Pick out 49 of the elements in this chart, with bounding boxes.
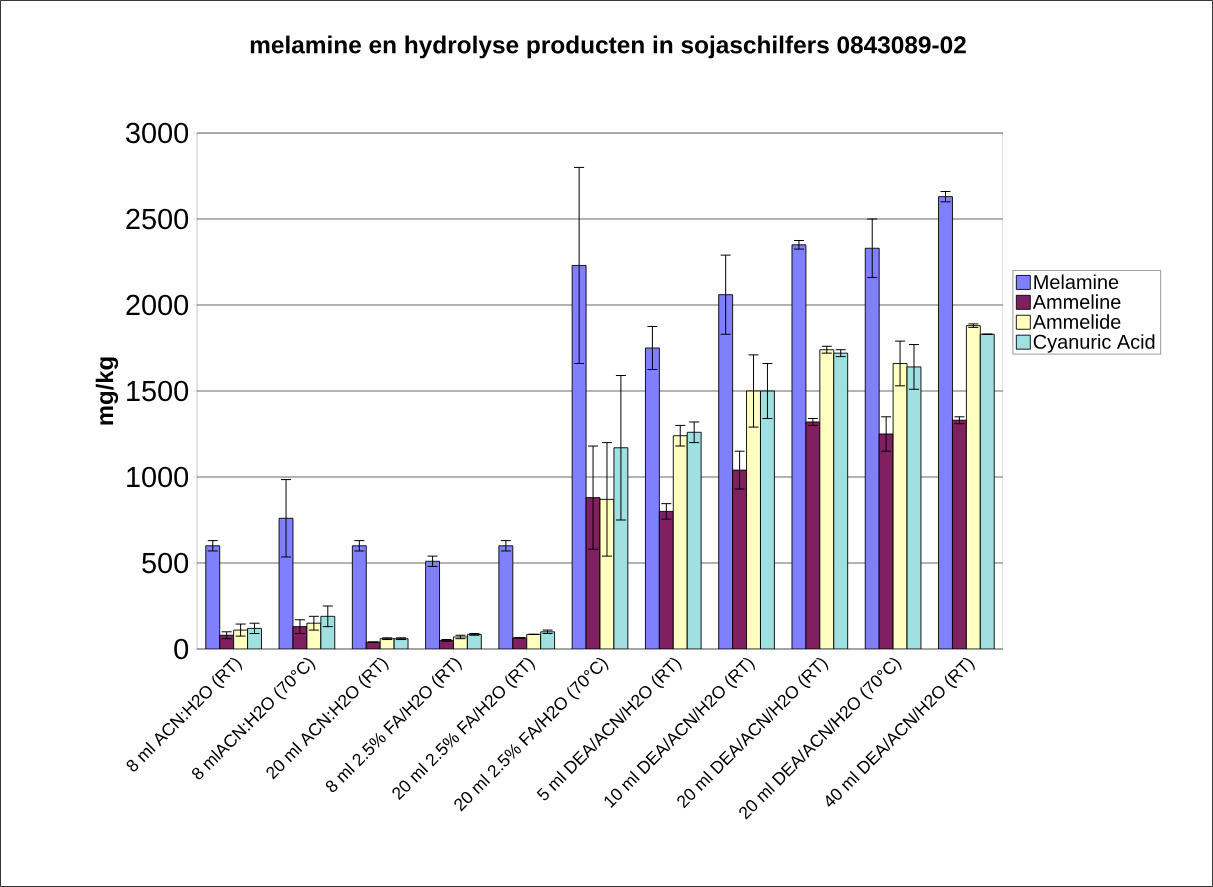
bar <box>233 629 249 649</box>
bar <box>833 352 849 649</box>
legend-label: Melamine <box>1034 274 1119 290</box>
bar <box>965 325 981 649</box>
legend-label: Ammelide <box>1032 314 1121 329</box>
y-tick-label: 3000 <box>126 122 189 144</box>
bar <box>498 545 514 649</box>
y-tick-label: 1000 <box>127 466 189 488</box>
bar <box>938 196 953 649</box>
bar <box>760 390 775 649</box>
legend-label: Ammeline <box>1032 294 1121 309</box>
bar <box>585 497 601 649</box>
bar <box>351 545 367 649</box>
bar <box>746 390 761 649</box>
bar <box>571 264 587 649</box>
bar <box>686 431 702 649</box>
bar <box>791 244 807 649</box>
bar <box>952 419 967 649</box>
y-tick-label: 500 <box>142 552 189 574</box>
bar <box>819 349 835 649</box>
bar <box>864 247 880 649</box>
bar <box>613 447 629 649</box>
y-tick-label: 1500 <box>127 380 189 402</box>
bar <box>292 626 308 649</box>
bar <box>658 510 674 649</box>
bar <box>306 622 322 649</box>
legend-label: Cyanuric Acid <box>1033 334 1155 353</box>
bar <box>205 545 221 649</box>
bar <box>906 366 922 649</box>
bar <box>540 631 556 649</box>
bar <box>247 627 262 649</box>
bar <box>979 333 995 649</box>
bar <box>644 347 660 649</box>
bar <box>425 560 440 649</box>
y-tick-label: 2000 <box>126 294 189 316</box>
bar <box>466 633 482 649</box>
chart-title: melamine en hydrolyse producten in sojaschilfers 0843089-02 <box>250 35 966 59</box>
y-axis-title: mg/kg <box>95 357 119 425</box>
bar <box>278 517 294 649</box>
y-tick-label: 0 <box>174 638 189 660</box>
bar <box>599 498 615 649</box>
bar <box>732 469 747 649</box>
bar <box>805 421 821 649</box>
bar <box>672 435 688 649</box>
bar <box>718 294 734 649</box>
bar <box>878 433 894 649</box>
y-tick-label: 2500 <box>126 208 189 230</box>
bar <box>892 363 908 649</box>
bar <box>320 615 336 649</box>
